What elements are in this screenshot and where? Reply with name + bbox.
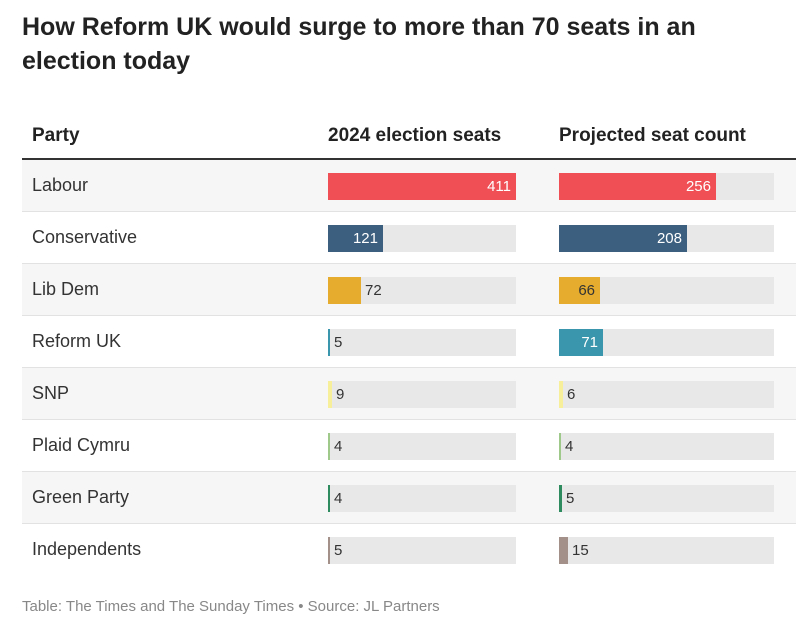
bar-projected-seats-track: 5 [559, 485, 774, 512]
value-projected-seats: 5 [566, 490, 575, 507]
table-row: Reform UK 5 71 [22, 316, 796, 368]
source-note: Table: The Times and The Sunday Times • … [22, 598, 440, 615]
bar-projected-seats [559, 381, 563, 408]
bar-projected-seats [559, 485, 562, 512]
table-row: SNP 9 6 [22, 368, 796, 420]
bar-2024-seats-track: 121 [328, 225, 516, 252]
bar-2024-seats [328, 433, 330, 460]
value-2024-seats: 4 [334, 438, 343, 455]
seat-table: Party 2024 election seats Projected seat… [22, 112, 796, 575]
bar-2024-seats-track: 4 [328, 485, 516, 512]
bar-2024-seats-track: 72 [328, 277, 516, 304]
bar-projected-seats [559, 329, 603, 356]
bar-projected-seats-track: 208 [559, 225, 774, 252]
value-projected-seats: 6 [567, 386, 576, 403]
bar-projected-seats [559, 225, 687, 252]
bar-projected-seats-track: 6 [559, 381, 774, 408]
bar-2024-seats [328, 537, 330, 564]
table-body: Labour 411 256 Conservative 121 208 Lib Dem 72 6… [22, 160, 796, 575]
value-projected-seats: 71 [581, 334, 598, 351]
header-projected-seats: Projected seat count [559, 125, 746, 146]
value-2024-seats: 4 [334, 490, 343, 507]
bar-2024-seats-track: 5 [328, 537, 516, 564]
bar-2024-seats [328, 277, 361, 304]
bar-2024-seats-track: 4 [328, 433, 516, 460]
bar-projected-seats-track: 71 [559, 329, 774, 356]
table-row: Independents 5 15 [22, 524, 796, 575]
value-projected-seats: 256 [685, 178, 711, 195]
party-name: SNP [32, 383, 70, 403]
bar-projected-seats-track: 66 [559, 277, 774, 304]
party-name: Plaid Cymru [32, 435, 131, 455]
value-2024-seats: 9 [336, 386, 345, 403]
bar-projected-seats [559, 277, 600, 304]
header-2024-seats: 2024 election seats [328, 125, 502, 146]
bar-2024-seats [328, 485, 330, 512]
table-row: Green Party 4 5 [22, 472, 796, 524]
party-name: Conservative [32, 227, 138, 247]
table-row: Labour 411 256 [22, 160, 796, 212]
chart-title: How Reform UK would surge to more than 7… [22, 13, 696, 75]
bar-2024-seats [328, 329, 330, 356]
value-2024-seats: 411 [487, 178, 511, 195]
value-2024-seats: 121 [352, 230, 378, 247]
table-header: Party 2024 election seats Projected seat… [22, 112, 796, 160]
bar-projected-seats [559, 173, 716, 200]
bar-2024-seats-track: 9 [328, 381, 516, 408]
party-name: Green Party [32, 487, 130, 507]
party-name: Lib Dem [32, 279, 100, 299]
party-name: Independents [32, 539, 142, 559]
bar-projected-seats-track: 15 [559, 537, 774, 564]
bar-2024-seats [328, 381, 332, 408]
header-party: Party [32, 125, 80, 146]
bar-2024-seats [328, 173, 516, 200]
bar-projected-seats-track: 4 [559, 433, 774, 460]
value-projected-seats: 4 [565, 438, 574, 455]
value-2024-seats: 5 [334, 542, 343, 559]
table-row: Conservative 121 208 [22, 212, 796, 264]
bar-projected-seats [559, 433, 561, 460]
value-2024-seats: 72 [365, 282, 382, 299]
value-projected-seats: 66 [578, 282, 595, 299]
bar-projected-seats-track: 256 [559, 173, 774, 200]
value-2024-seats: 5 [334, 334, 343, 351]
table-row: Lib Dem 72 66 [22, 264, 796, 316]
party-name: Reform UK [32, 331, 122, 351]
value-projected-seats: 208 [656, 230, 682, 247]
party-name: Labour [32, 175, 89, 195]
bar-2024-seats-track: 411 [328, 173, 516, 200]
bar-projected-seats [559, 537, 568, 564]
bar-2024-seats [328, 225, 383, 252]
value-projected-seats: 15 [572, 542, 589, 559]
bar-2024-seats-track: 5 [328, 329, 516, 356]
table-row: Plaid Cymru 4 4 [22, 420, 796, 472]
